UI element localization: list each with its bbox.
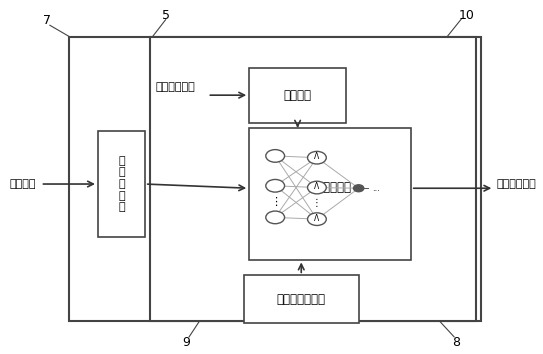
Circle shape	[266, 179, 285, 192]
Text: 10: 10	[459, 9, 475, 22]
Circle shape	[307, 152, 326, 164]
Text: 8: 8	[452, 336, 460, 349]
Text: 数
据
预
处
理: 数 据 预 处 理	[118, 156, 125, 212]
Text: ...: ...	[371, 184, 380, 193]
Circle shape	[266, 211, 285, 224]
FancyBboxPatch shape	[98, 131, 145, 237]
Text: 模型更新: 模型更新	[283, 89, 311, 102]
Text: 粒子群算法优化: 粒子群算法优化	[277, 292, 326, 306]
Circle shape	[266, 150, 285, 162]
Circle shape	[307, 213, 326, 225]
Text: Λ: Λ	[314, 153, 319, 161]
Text: 离线化验数据: 离线化验数据	[155, 82, 195, 92]
Text: 9: 9	[182, 336, 191, 349]
FancyBboxPatch shape	[150, 36, 476, 321]
Circle shape	[307, 181, 326, 194]
FancyBboxPatch shape	[69, 36, 481, 321]
Text: 5: 5	[162, 9, 169, 22]
Text: 输入数据: 输入数据	[9, 179, 36, 189]
FancyBboxPatch shape	[249, 68, 345, 122]
FancyBboxPatch shape	[249, 128, 411, 259]
Text: 输出软测量值: 输出软测量值	[497, 179, 536, 189]
Text: Λ: Λ	[314, 182, 319, 191]
FancyBboxPatch shape	[244, 275, 358, 323]
Text: Λ: Λ	[314, 214, 319, 223]
Text: 7: 7	[43, 14, 51, 27]
Text: ⋮: ⋮	[270, 196, 281, 207]
Text: 模糊方程模型: 模糊方程模型	[309, 181, 351, 194]
Circle shape	[353, 185, 364, 192]
Text: ⋮: ⋮	[312, 198, 322, 209]
